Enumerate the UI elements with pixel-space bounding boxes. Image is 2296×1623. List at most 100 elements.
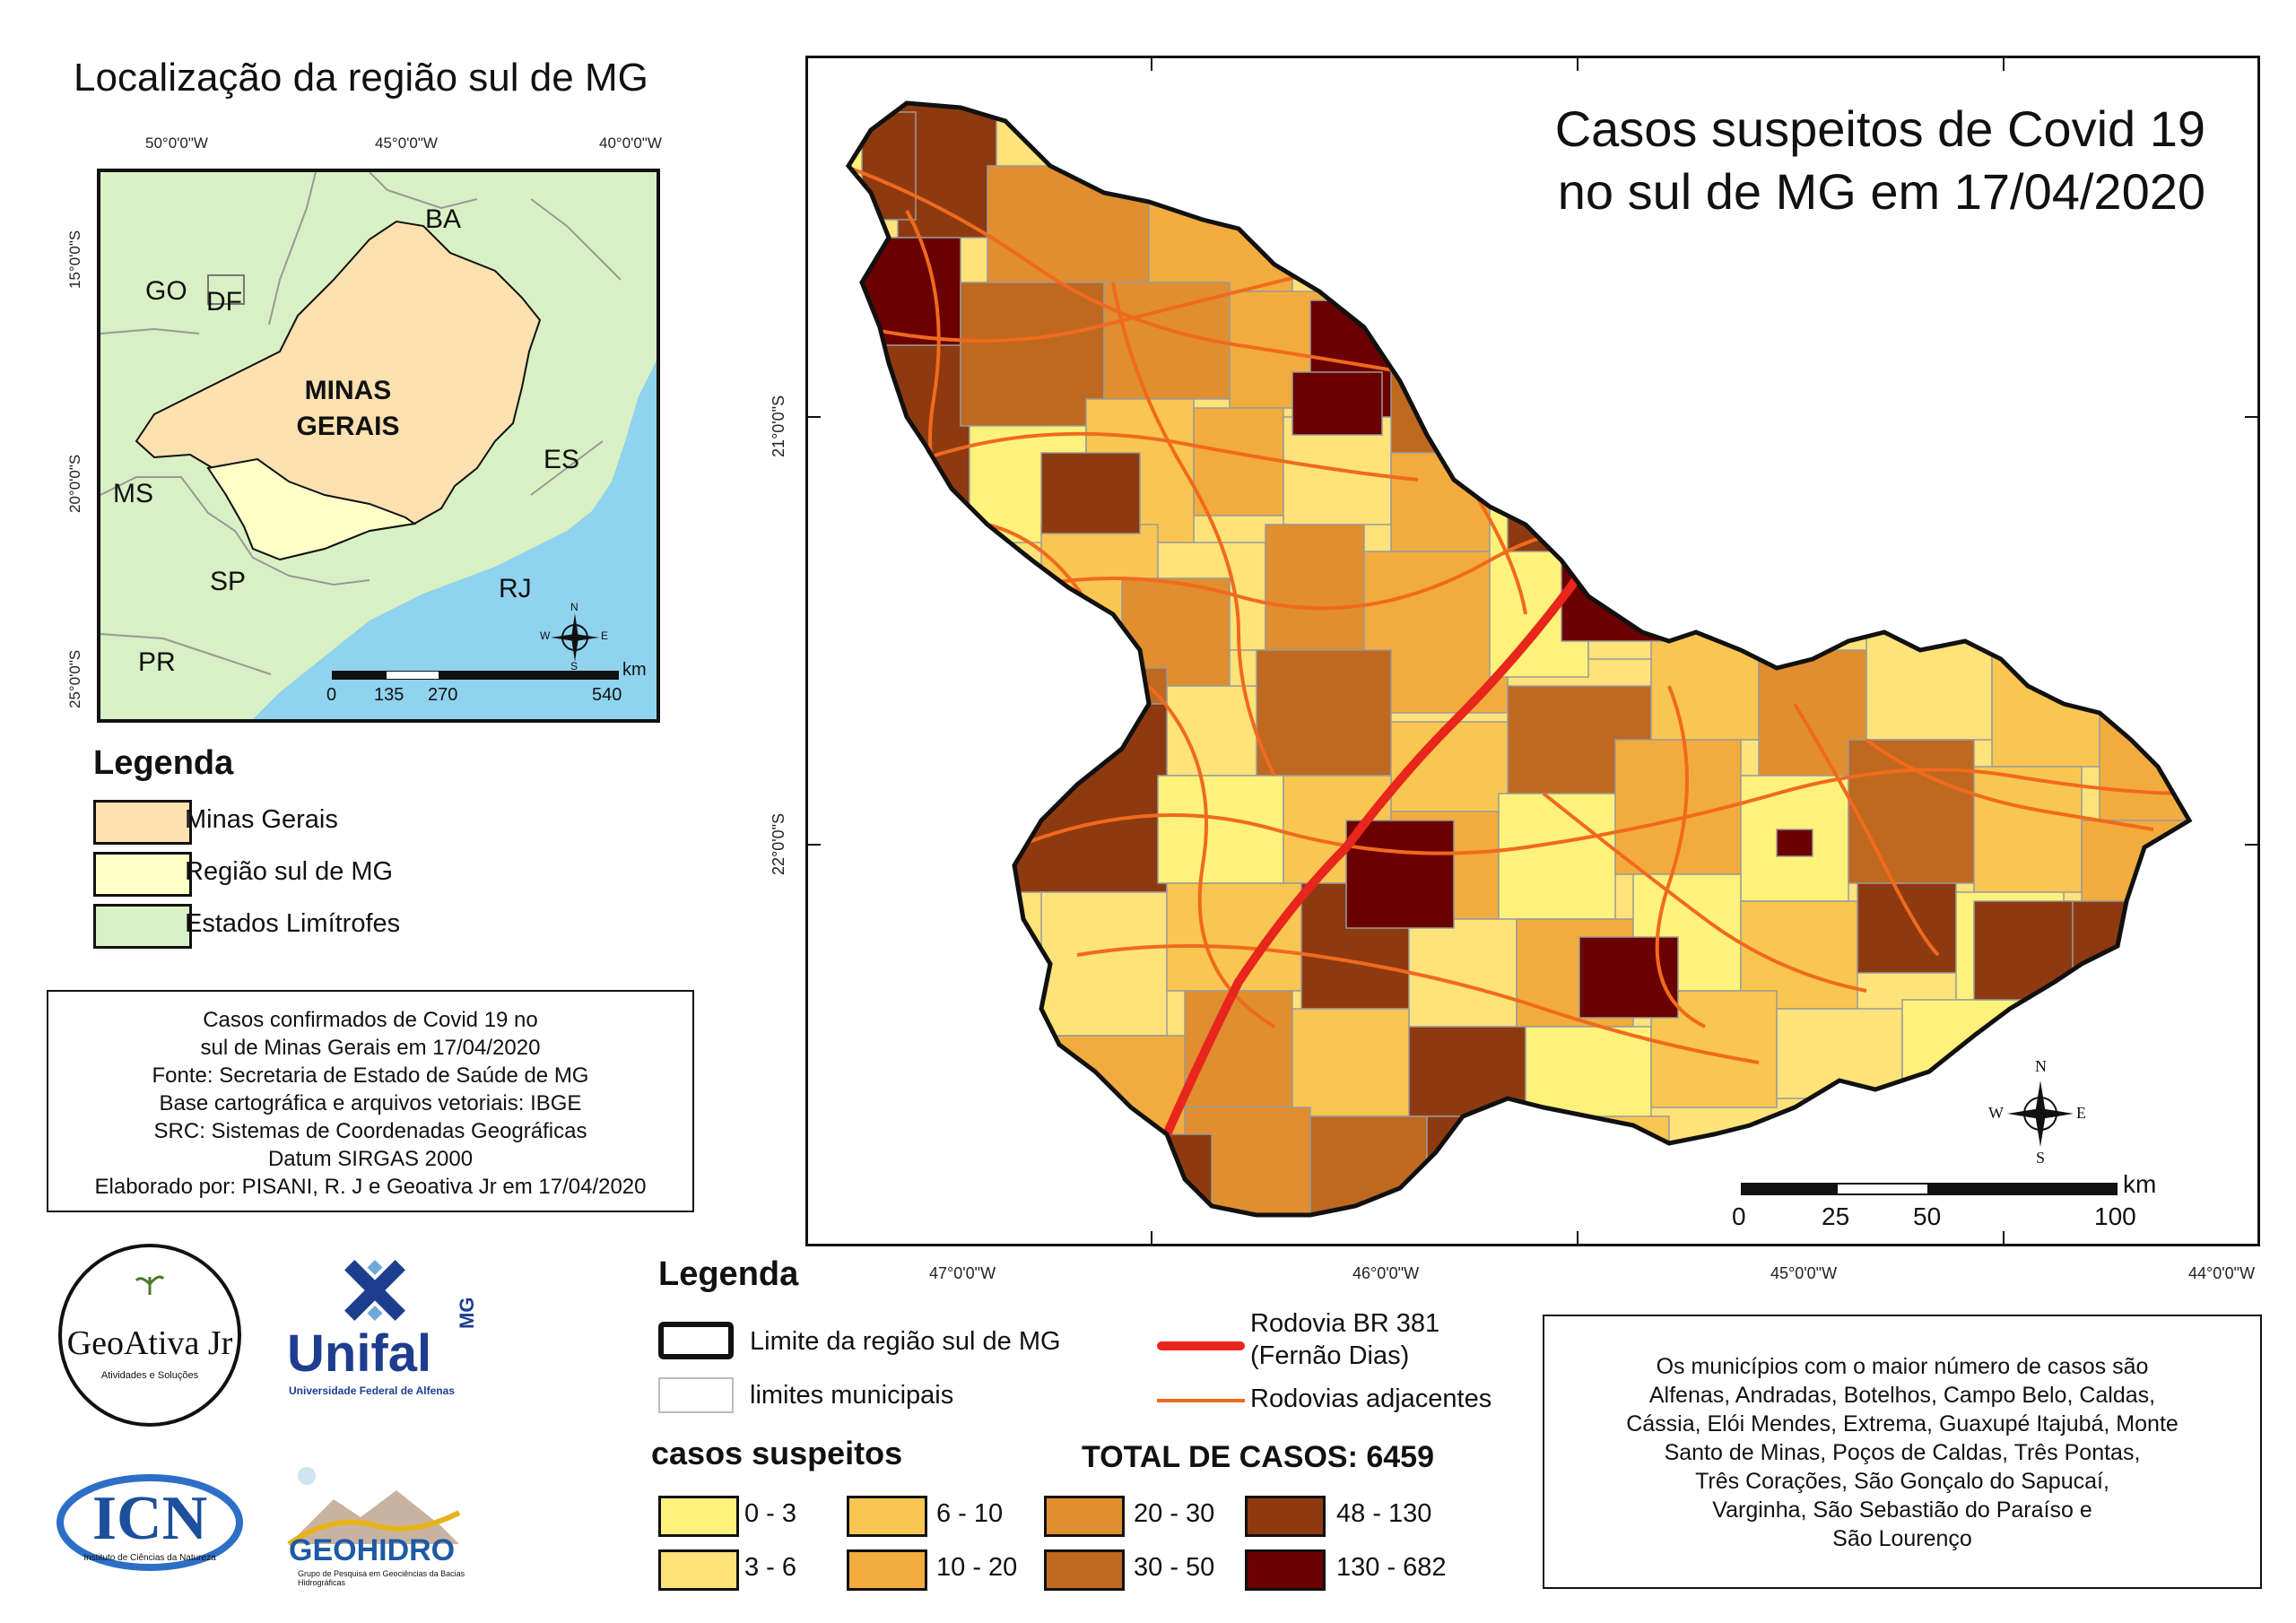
legend-label-mg: Minas Gerais — [185, 805, 338, 834]
geoativa-logo: GeoAtiva Jr Atividades e Soluções — [56, 1241, 244, 1429]
inset-lon-label: 45°0'0"W — [375, 135, 438, 152]
state-label-pr: PR — [138, 647, 176, 677]
legend-swatch-neighbors — [93, 904, 192, 949]
class-swatch — [1044, 1549, 1125, 1591]
class-label: 3 - 6 — [744, 1553, 797, 1582]
geoativa-logo-text: GeoAtiva Jr — [66, 1324, 233, 1362]
class-swatch — [1245, 1496, 1326, 1537]
legend-br381-swatch — [1157, 1341, 1245, 1350]
main-compass-icon: N S E W — [1988, 1057, 2086, 1167]
inset-lon-label: 40°0'0"W — [599, 135, 662, 152]
icn-logo-sub: Instituto de Ciências da Natureza — [83, 1553, 216, 1563]
main-scale-tick: 100 — [2094, 1202, 2136, 1230]
main-scale-tick: 25 — [1822, 1202, 1850, 1230]
main-title-line2: no sul de MG em 17/04/2020 — [1557, 163, 2205, 220]
main-lat-label: 22°0'0"S — [770, 812, 787, 875]
main-map-title: Casos suspeitos de Covid 19 no sul de MG… — [1555, 98, 2205, 223]
class-swatch — [658, 1549, 739, 1591]
unifal-logo-text: Unifal — [287, 1324, 432, 1383]
inset-scale-tick: 135 — [374, 685, 404, 705]
main-lon-label: 45°0'0"W — [1770, 1264, 1838, 1282]
info-line: Datum SIRGAS 2000 — [267, 1147, 474, 1171]
class-label: 48 - 130 — [1336, 1499, 1432, 1528]
class-label: 6 - 10 — [936, 1499, 1004, 1528]
legend-swatch-south — [93, 852, 192, 897]
main-scale-unit: km — [2123, 1170, 2157, 1198]
info-line: Elaborado por: PISANI, R. J e Geoativa J… — [94, 1175, 647, 1199]
inset-map-graphic — [100, 172, 657, 719]
state-label-ba: BA — [425, 204, 462, 234]
note-line: Santo de Minas, Poços de Caldas, Três Po… — [1664, 1440, 2141, 1465]
legend-br381-line2: (Fernão Dias) — [1250, 1341, 1410, 1370]
legend-municipal-swatch — [658, 1377, 734, 1413]
unifal-logo-mg: MG — [456, 1297, 478, 1329]
inset-title: Localização da região sul de MG — [74, 56, 648, 100]
class-swatch — [1044, 1496, 1125, 1537]
note-line: Três Corações, São Gonçalo do Sapucaí, — [1695, 1469, 2109, 1494]
class-label: 130 - 682 — [1336, 1553, 1447, 1582]
geohidro-logo-sub: Grupo de Pesquisa em Geociências da Baci… — [298, 1569, 465, 1587]
inset-map: BA GO DF MINAS GERAIS ES MS SP RJ PR N S… — [97, 169, 660, 723]
inset-compass-s: S — [570, 660, 578, 673]
inset-compass-e: E — [601, 629, 609, 642]
inset-scale-unit: km — [622, 660, 647, 680]
total-cases: TOTAL DE CASOS: 6459 — [1082, 1440, 1434, 1474]
legend-label-south: Região sul de MG — [185, 857, 394, 886]
inset-lat-label: 25°0'0"S — [66, 649, 83, 708]
class-swatch — [1245, 1549, 1326, 1591]
main-compass-w: W — [1988, 1104, 2004, 1122]
inset-scale-tick: 0 — [326, 685, 337, 705]
legend-left-title: Legenda — [93, 744, 234, 782]
classes-title: casos suspeitos — [651, 1435, 903, 1471]
inset-lat-label: 20°0'0"S — [66, 454, 83, 513]
icn-logo: ICN Instituto de Ciências da Natureza — [56, 1471, 244, 1578]
class-label: 0 - 3 — [744, 1499, 797, 1528]
main-lon-label: 46°0'0"W — [1352, 1264, 1420, 1282]
main-scale-tick: 50 — [1913, 1202, 1942, 1230]
legend-limit-label: Limite da região sul de MG — [750, 1327, 1061, 1356]
icn-logo-text: ICN — [91, 1484, 208, 1553]
class-label: 30 - 50 — [1134, 1553, 1215, 1582]
legend-label-neighbors: Estados Limítrofes — [185, 909, 401, 938]
info-box: Casos confirmados de Covid 19 no sul de … — [47, 990, 694, 1212]
info-line: Fonte: Secretaria de Estado de Saúde de … — [152, 1063, 589, 1088]
note-line: São Lourenço — [1832, 1526, 1972, 1551]
note-line: Os municípios com o maior número de caso… — [1656, 1354, 2149, 1379]
mg-label: MINAS GERAIS — [240, 373, 456, 445]
unifal-logo: Unifal MG Universidade Federal de Alfena… — [285, 1250, 483, 1402]
main-map: Casos suspeitos de Covid 19 no sul de MG… — [805, 56, 2260, 1246]
main-scale-bar — [1741, 1183, 2118, 1197]
note-line: Cássia, Elói Mendes, Extrema, Guaxupé It… — [1626, 1411, 2179, 1436]
state-label-df: DF — [206, 287, 242, 317]
main-compass-n: N — [2035, 1057, 2047, 1075]
main-scale-tick: 0 — [1732, 1202, 1746, 1230]
state-label-sp: SP — [210, 567, 247, 596]
legend-br381-label: Rodovia BR 381 (Fernão Dias) — [1250, 1307, 1439, 1372]
main-map-graphic — [808, 58, 2257, 1244]
south-region-shape — [206, 457, 417, 561]
ocean — [253, 360, 657, 719]
main-compass-s: S — [2036, 1149, 2046, 1167]
info-line: Casos confirmados de Covid 19 no — [203, 1008, 538, 1032]
main-title-line1: Casos suspeitos de Covid 19 — [1554, 100, 2205, 157]
inset-scale-bar — [332, 671, 619, 681]
legend-roads-swatch — [1157, 1399, 1245, 1402]
geohidro-logo: GEOHIDRO Grupo de Pesquisa em Geociência… — [280, 1463, 477, 1589]
class-swatch — [658, 1496, 739, 1537]
inset-compass-icon: N S E W — [540, 601, 609, 673]
class-label: 20 - 30 — [1134, 1499, 1215, 1528]
class-swatch — [847, 1496, 927, 1537]
note-box: Os municípios com o maior número de caso… — [1543, 1315, 2262, 1589]
main-compass-e: E — [2076, 1104, 2086, 1122]
legend-limit-swatch — [658, 1322, 734, 1359]
main-lon-label: 44°0'0"W — [2188, 1264, 2256, 1282]
note-line: Varginha, São Sebastião do Paraíso e — [1712, 1497, 2092, 1523]
inset-compass-n: N — [570, 601, 578, 613]
mg-label-line2: GERAIS — [296, 412, 400, 441]
legend-municipal-label: limites municipais — [750, 1381, 954, 1410]
legend-roads-label: Rodovias adjacentes — [1250, 1384, 1492, 1413]
inset-lon-label: 50°0'0"W — [145, 135, 208, 152]
legend-swatch-mg — [93, 800, 192, 845]
inset-scale-tick: 540 — [592, 685, 622, 705]
unifal-logo-sub: Universidade Federal de Alfenas — [289, 1384, 455, 1397]
